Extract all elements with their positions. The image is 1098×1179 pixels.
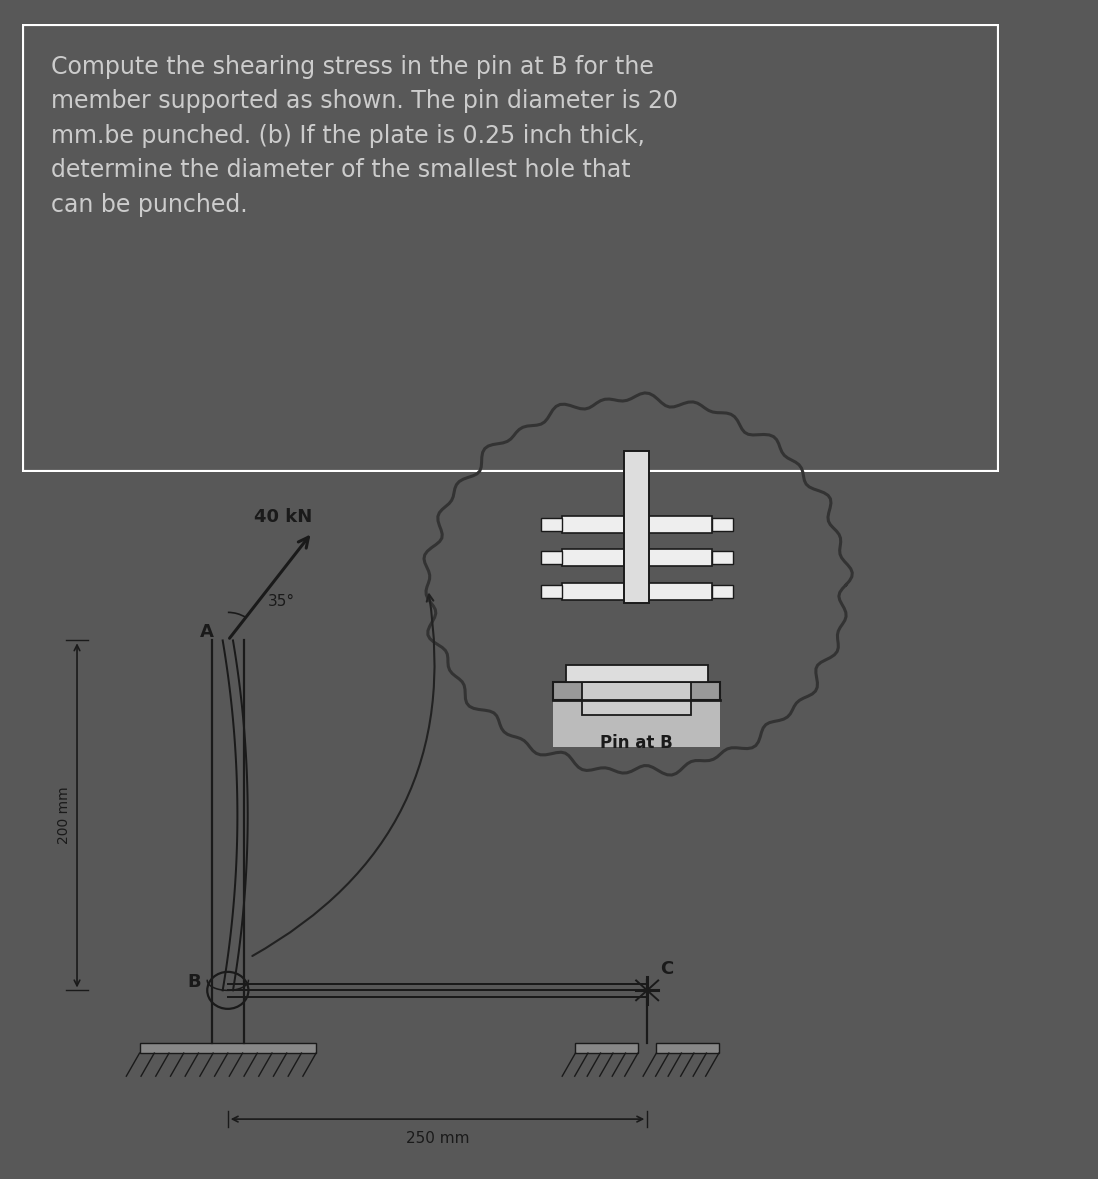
FancyBboxPatch shape	[713, 552, 733, 565]
FancyBboxPatch shape	[561, 549, 713, 566]
Text: 250 mm: 250 mm	[406, 1131, 469, 1146]
FancyBboxPatch shape	[540, 552, 561, 565]
Polygon shape	[553, 700, 720, 747]
FancyBboxPatch shape	[540, 518, 561, 531]
Text: 35°: 35°	[268, 594, 295, 610]
Polygon shape	[657, 1043, 719, 1053]
Text: B: B	[188, 973, 201, 992]
FancyBboxPatch shape	[582, 681, 692, 716]
FancyBboxPatch shape	[540, 585, 561, 598]
Text: A: A	[200, 624, 214, 641]
FancyBboxPatch shape	[565, 665, 708, 681]
FancyBboxPatch shape	[561, 582, 713, 600]
Polygon shape	[575, 1043, 638, 1053]
Text: C: C	[660, 960, 674, 977]
FancyBboxPatch shape	[713, 518, 733, 531]
Text: 200 mm: 200 mm	[57, 786, 71, 844]
Polygon shape	[139, 1043, 316, 1053]
Text: Pin at B: Pin at B	[601, 735, 673, 752]
Text: 40 kN: 40 kN	[254, 508, 312, 526]
FancyBboxPatch shape	[561, 516, 713, 533]
FancyBboxPatch shape	[713, 585, 733, 598]
Text: Compute the shearing stress in the pin at B for the
member supported as shown. T: Compute the shearing stress in the pin a…	[52, 55, 679, 217]
FancyBboxPatch shape	[625, 450, 649, 604]
FancyBboxPatch shape	[22, 24, 999, 472]
FancyBboxPatch shape	[553, 681, 720, 700]
